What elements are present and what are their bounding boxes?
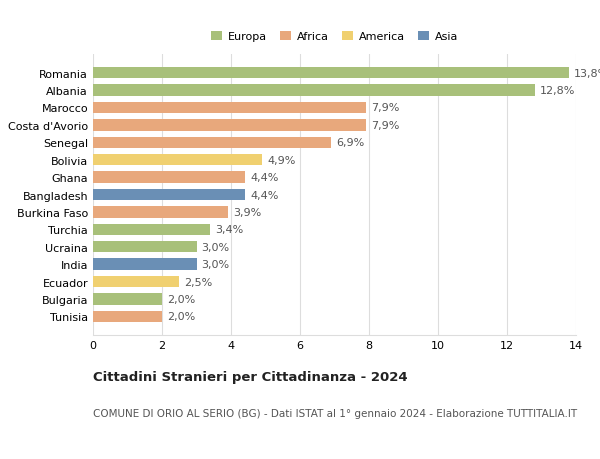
Text: 2,0%: 2,0%: [167, 312, 196, 322]
Text: 6,9%: 6,9%: [336, 138, 364, 148]
Bar: [93, 224, 211, 235]
Bar: [93, 190, 245, 201]
Bar: [93, 85, 535, 96]
Text: 7,9%: 7,9%: [371, 121, 399, 130]
Bar: [93, 207, 227, 218]
Text: 3,9%: 3,9%: [233, 207, 261, 218]
Text: 13,8%: 13,8%: [574, 68, 600, 78]
Text: 7,9%: 7,9%: [371, 103, 399, 113]
Bar: [93, 311, 162, 322]
Bar: [93, 172, 245, 183]
Text: 4,4%: 4,4%: [250, 190, 278, 200]
Text: 3,0%: 3,0%: [202, 260, 230, 269]
Bar: [93, 102, 365, 114]
Text: 3,4%: 3,4%: [215, 225, 244, 235]
Text: 3,0%: 3,0%: [202, 242, 230, 252]
Bar: [93, 155, 262, 166]
Text: 4,9%: 4,9%: [267, 155, 296, 165]
Bar: [93, 294, 162, 305]
Bar: [93, 120, 365, 131]
Text: 12,8%: 12,8%: [540, 86, 575, 96]
Text: 2,0%: 2,0%: [167, 294, 196, 304]
Bar: [93, 241, 197, 253]
Bar: [93, 137, 331, 149]
Legend: Europa, Africa, America, Asia: Europa, Africa, America, Asia: [206, 28, 463, 47]
Text: COMUNE DI ORIO AL SERIO (BG) - Dati ISTAT al 1° gennaio 2024 - Elaborazione TUTT: COMUNE DI ORIO AL SERIO (BG) - Dati ISTA…: [93, 408, 577, 418]
Text: 4,4%: 4,4%: [250, 173, 278, 183]
Text: 2,5%: 2,5%: [184, 277, 212, 287]
Bar: [93, 68, 569, 79]
Bar: [93, 259, 197, 270]
Bar: [93, 276, 179, 288]
Text: Cittadini Stranieri per Cittadinanza - 2024: Cittadini Stranieri per Cittadinanza - 2…: [93, 370, 407, 383]
